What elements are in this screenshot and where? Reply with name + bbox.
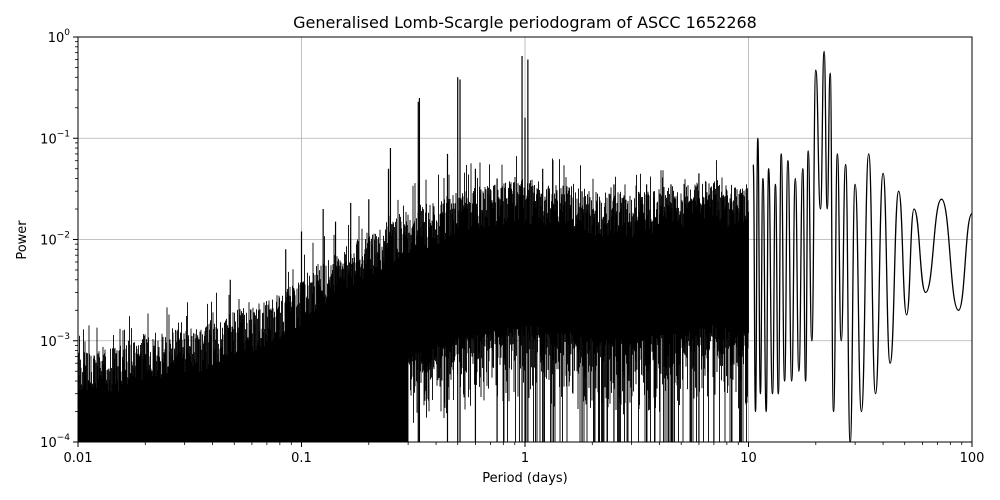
y-axis-label: Power xyxy=(15,220,30,260)
chart-title: Generalised Lomb-Scargle periodogram of … xyxy=(293,13,757,32)
x-axis-label: Period (days) xyxy=(482,471,568,486)
x-tick-label: 100 xyxy=(960,451,985,466)
x-tick-label: 10 xyxy=(740,451,757,466)
x-tick-label: 1 xyxy=(521,451,529,466)
power-series-long-period xyxy=(752,50,972,442)
x-tick-label: 0.1 xyxy=(291,451,312,466)
x-tick-label: 0.01 xyxy=(64,451,93,466)
data-layer xyxy=(78,50,972,442)
